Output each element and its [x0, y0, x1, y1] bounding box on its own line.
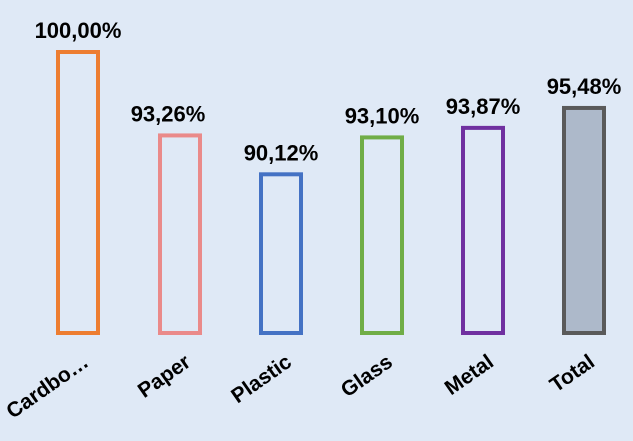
- data-label: 93,26%: [131, 101, 206, 126]
- bar-metal: [461, 125, 505, 335]
- bar-total: [562, 105, 606, 335]
- category-label: Total: [546, 350, 599, 397]
- bar-cardbo: [56, 50, 100, 335]
- category-label: Paper: [134, 350, 195, 402]
- category-label: Plastic: [227, 350, 296, 408]
- bar-plastic: [259, 172, 303, 335]
- category-label: Glass: [337, 350, 397, 402]
- data-label: 93,10%: [345, 103, 420, 128]
- data-label: 100,00%: [35, 18, 122, 43]
- data-label: 95,48%: [547, 74, 622, 99]
- category-label: Cardbo…: [2, 350, 93, 423]
- bar-glass: [360, 135, 404, 335]
- category-label: Metal: [441, 350, 498, 400]
- bar-paper: [158, 133, 202, 335]
- data-label: 93,87%: [446, 94, 521, 119]
- data-label: 90,12%: [244, 140, 319, 165]
